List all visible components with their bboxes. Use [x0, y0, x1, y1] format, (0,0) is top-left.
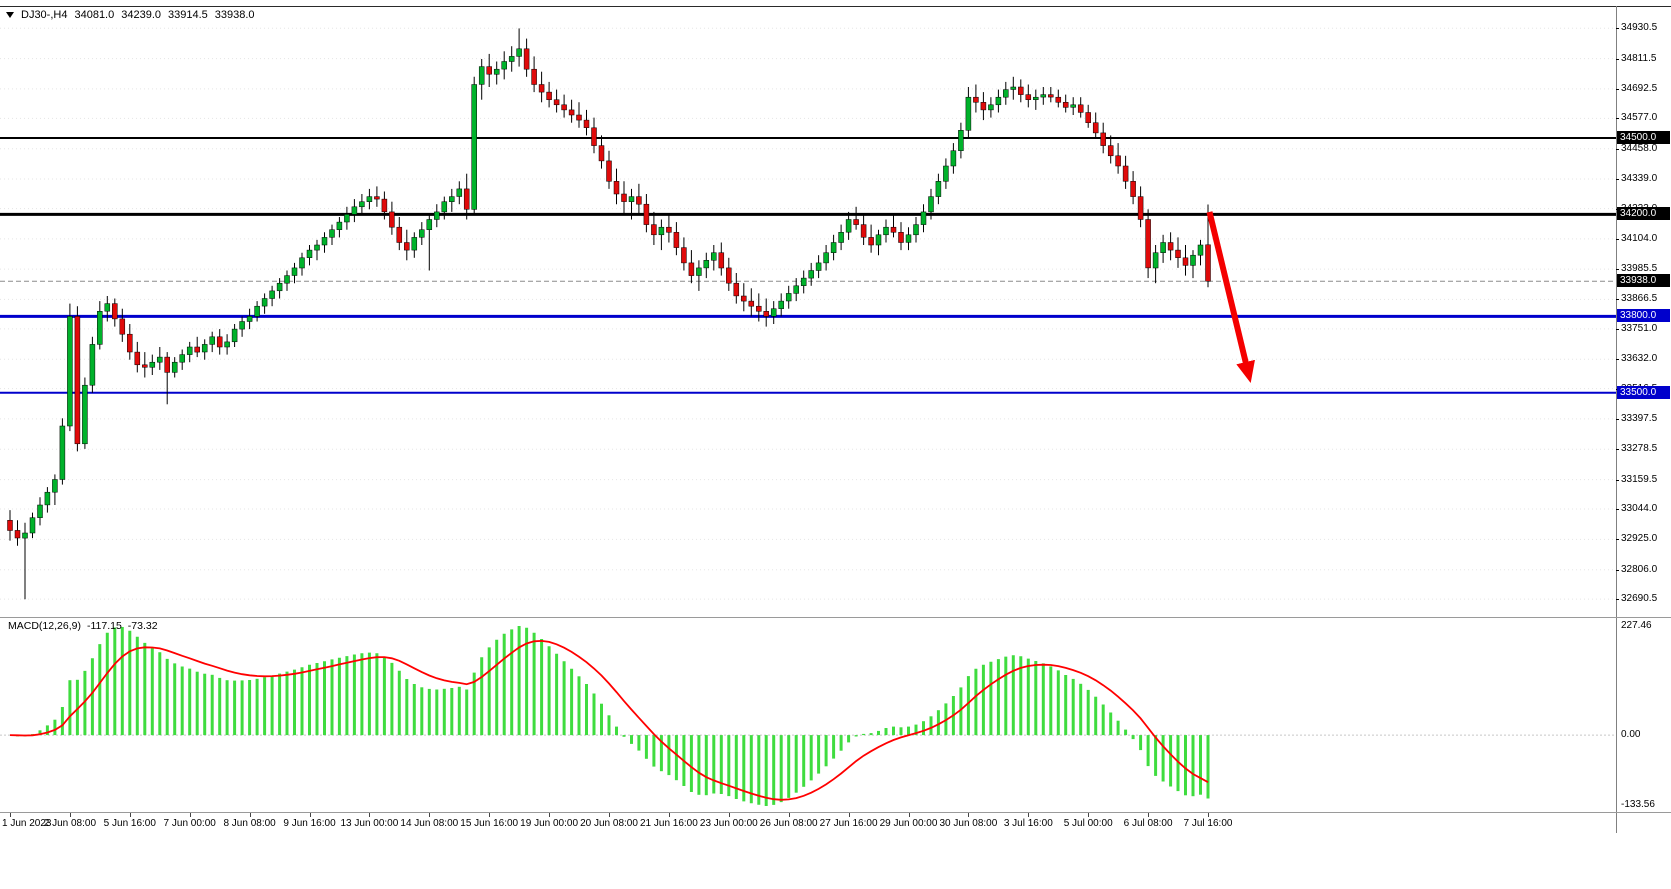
price-tick-label: 33751.0 [1615, 322, 1658, 334]
price-tick-label: 33985.5 [1615, 263, 1658, 275]
candles [7, 28, 1211, 600]
legend-high: 34239.0 [121, 9, 161, 21]
time-tick [1028, 813, 1030, 817]
macd-indicator-chart[interactable] [0, 618, 1616, 812]
timeaxis-splitter [0, 812, 1671, 813]
price-level-badge: 34500.0 [1617, 130, 1670, 144]
price-tick-label: 34811.5 [1615, 52, 1657, 64]
macd-legend: MACD(12,26,9) -117.15 -73.32 [8, 620, 158, 632]
time-tick-label: 21 Jun 16:00 [639, 818, 698, 829]
time-tick [249, 813, 251, 817]
time-tick [968, 813, 970, 817]
time-tick-label: 20 Jun 08:00 [580, 818, 638, 829]
time-tick [189, 813, 191, 817]
price-tick-label: 34339.0 [1615, 173, 1658, 184]
time-tick-label: 14 Jun 08:00 [400, 818, 459, 829]
price-level-badge: 33800.0 [1617, 309, 1670, 323]
time-tick-label: 6 Jul 08:00 [1123, 818, 1173, 829]
time-tick-label: 5 Jun 16:00 [103, 818, 156, 829]
time-tick [429, 813, 431, 817]
time-tick [1208, 813, 1209, 817]
time-tick-label: 23 Jun 00:00 [699, 818, 758, 829]
price-tick-label: 34692.5 [1615, 82, 1658, 94]
panel-splitter[interactable] [0, 617, 1671, 618]
price-level-badge: 34200.0 [1617, 207, 1670, 221]
time-tick [1088, 813, 1090, 817]
time-tick-label: 13 Jun 00:00 [340, 818, 399, 829]
time-tick-label: 3 Jul 16:00 [1003, 818, 1053, 829]
chart-legend: DJ30-,H4 34081.0 34239.0 33914.5 33938.0 [6, 9, 255, 21]
macd-histogram [16, 626, 1210, 806]
price-tick-label: 33159.5 [1615, 473, 1658, 485]
macd-tick-label: -133.56 [1621, 799, 1655, 810]
price-tick-label: 33632.0 [1615, 353, 1658, 365]
time-tick [1148, 813, 1150, 817]
time-tick-label: 27 Jun 16:00 [819, 818, 878, 829]
candlestick-chart[interactable] [0, 0, 1616, 617]
horizontal-level-lines[interactable] [0, 137, 1616, 394]
price-tick-label: 34104.0 [1615, 232, 1658, 244]
time-tick [728, 813, 730, 817]
macd-tick-label: 227.46 [1621, 620, 1652, 631]
current-price-badge: 33938.0 [1617, 274, 1670, 288]
price-tick-label: 34930.5 [1615, 22, 1658, 34]
time-tick [549, 813, 551, 817]
time-tick [69, 813, 71, 817]
time-tick [788, 813, 790, 817]
time-tick-label: 7 Jul 16:00 [1183, 818, 1233, 829]
legend-symbol-period: DJ30-,H4 [21, 9, 68, 21]
time-tick-label: 8 Jun 08:00 [223, 818, 276, 829]
time-tick-label: 9 Jun 16:00 [283, 818, 336, 829]
legend-close: 33938.0 [214, 9, 255, 21]
time-tick-label: 26 Jun 08:00 [759, 818, 818, 829]
price-tick-label: 33044.0 [1615, 503, 1658, 515]
time-tick [908, 813, 910, 817]
price-tick-label: 32925.0 [1615, 533, 1658, 545]
price-tick-label: 33278.5 [1615, 443, 1658, 455]
time-tick [668, 813, 670, 817]
macd-value-axis[interactable]: 227.46 0.00 -133.56 [1617, 618, 1671, 812]
price-level-badge: 33500.0 [1617, 385, 1670, 399]
price-tick-label: 32806.0 [1615, 563, 1658, 575]
time-axis[interactable]: 1 Jun 2023 2 Jun 08:00 5 Jun 16:00 7 Jun 00… [0, 813, 1671, 833]
time-tick [10, 813, 11, 817]
time-tick-label: 15 Jun 16:00 [460, 818, 519, 829]
price-tick-label: 32690.5 [1615, 593, 1658, 605]
price-axis[interactable]: 34930.5 34811.5 34692.5 34577.0 34458.0 34339… [1615, 0, 1671, 812]
time-tick [369, 813, 371, 817]
macd-signal-value: -73.32 [127, 620, 158, 632]
time-tick-label: 2 Jun 08:00 [43, 818, 97, 829]
time-tick-label: 19 Jun 00:00 [520, 818, 579, 829]
price-tick-label: 34458.0 [1615, 142, 1658, 154]
macd-signal-line [9, 639, 1209, 801]
time-tick-label: 7 Jun 00:00 [163, 818, 216, 829]
legend-low: 33914.5 [168, 9, 208, 21]
time-tick-label: 1 Jun 2023 [2, 818, 52, 829]
time-tick [489, 813, 491, 817]
time-tick [609, 813, 610, 817]
macd-main-value: -117.15 [86, 620, 122, 632]
price-tick-label: 34577.0 [1615, 112, 1658, 124]
price-tick-label: 33397.5 [1615, 412, 1658, 424]
trend-arrow-annotation[interactable] [1206, 211, 1255, 384]
macd-indicator-name: MACD(12,26,9) [8, 620, 81, 632]
time-tick-label: 5 Jul 00:00 [1063, 818, 1113, 829]
time-tick [129, 813, 131, 817]
time-tick [309, 813, 311, 817]
grid-lines [0, 27, 1616, 600]
legend-open: 34081.0 [74, 9, 115, 21]
expand-triangle-icon[interactable] [6, 12, 14, 18]
chart-frame-top [0, 6, 1671, 7]
macd-tick-label: 0.00 [1621, 729, 1641, 741]
time-tick [848, 813, 850, 817]
time-tick-label: 30 Jun 08:00 [939, 818, 998, 829]
price-tick-label: 33866.5 [1615, 293, 1658, 305]
time-tick-label: 29 Jun 00:00 [879, 818, 938, 829]
